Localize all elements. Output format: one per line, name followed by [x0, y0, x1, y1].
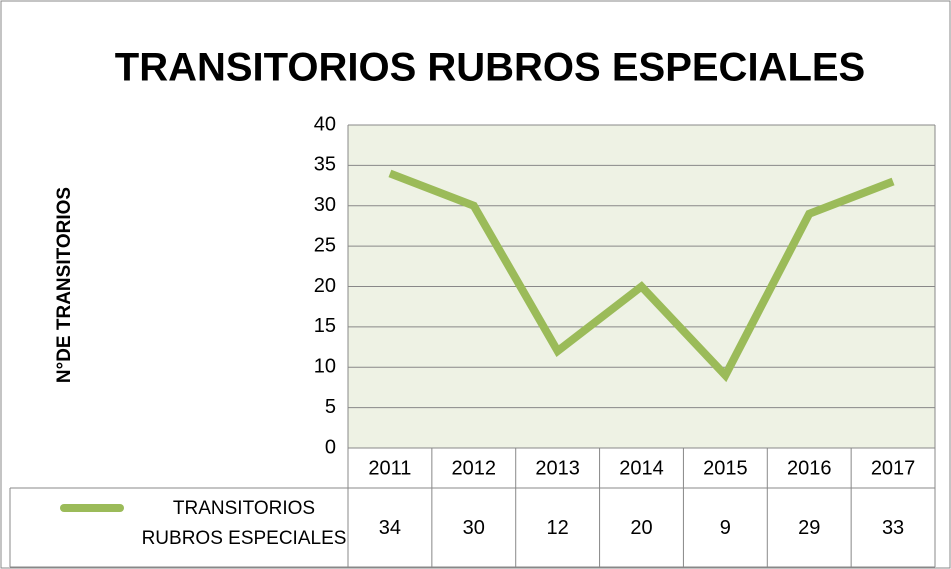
x-tick-label: 2017 [871, 457, 916, 479]
legend-label-box: TRANSITORIOS RUBROS ESPECIALES [141, 498, 347, 549]
y-tick-label: 10 [314, 356, 336, 378]
table-value: 29 [798, 517, 820, 539]
y-tick-label: 0 [325, 436, 336, 458]
data-line [388, 169, 895, 383]
table-value: 33 [882, 517, 904, 539]
y-tick-label: 15 [314, 315, 336, 337]
x-tick-label: 2013 [535, 457, 580, 479]
chart-title: TRANSITORIOS RUBROS ESPECIALES [115, 46, 865, 90]
y-tick-label: 35 [314, 154, 336, 176]
x-tick-label: 2016 [787, 457, 832, 479]
y-tick-label: 25 [314, 234, 336, 256]
legend-label: TRANSITORIOS RUBROS ESPECIALES [141, 498, 347, 549]
table-value: 12 [547, 517, 569, 539]
x-tick-label: 2015 [703, 457, 748, 479]
table-value: 9 [720, 517, 731, 539]
y-tick-label: 40 [314, 113, 336, 135]
table-value: 20 [630, 517, 652, 539]
y-tick-label: 30 [314, 194, 336, 216]
y-axis-label: N°DE TRANSITORIOS [54, 187, 75, 383]
x-tick-label: 2012 [452, 457, 497, 479]
x-tick-label: 2011 [368, 457, 411, 479]
x-tick-label: 2014 [619, 457, 664, 479]
y-tick-label: 5 [325, 396, 336, 418]
y-tick-label: 20 [314, 275, 336, 297]
table-value: 34 [379, 517, 401, 539]
table-value: 30 [463, 517, 485, 539]
